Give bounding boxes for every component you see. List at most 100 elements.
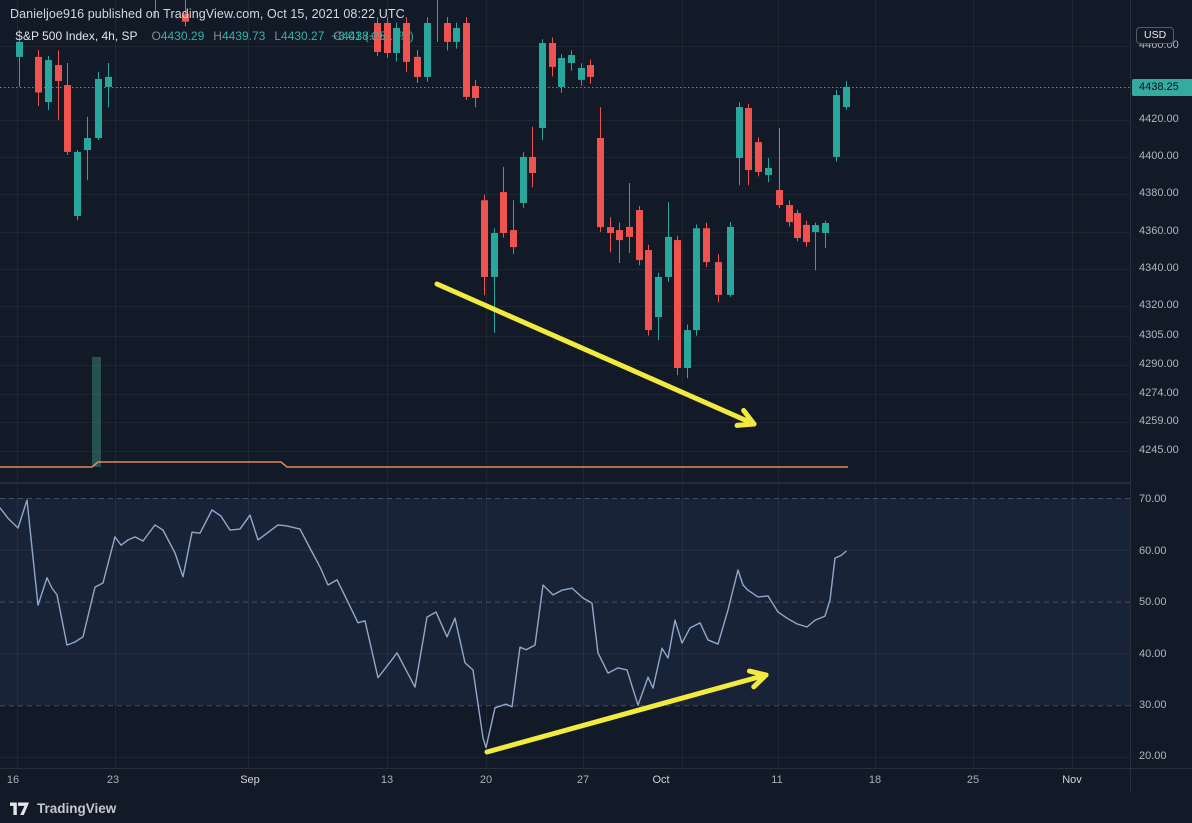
candle-body xyxy=(833,95,840,157)
candle-body xyxy=(715,262,722,295)
currency-badge[interactable]: USD xyxy=(1136,27,1175,44)
rsi-axis-label: 20.00 xyxy=(1139,750,1167,762)
candle xyxy=(444,17,451,51)
ohlc-value: 4430.27 xyxy=(281,29,325,43)
candle xyxy=(472,79,479,108)
price-pane[interactable] xyxy=(0,0,1130,483)
candle xyxy=(95,71,102,141)
candle-body xyxy=(812,225,819,233)
candle-body xyxy=(16,41,23,57)
price-axis-label: 4245.00 xyxy=(1139,444,1179,456)
candle-body xyxy=(822,223,829,234)
time-label: 11 xyxy=(771,774,783,786)
candle xyxy=(463,17,470,101)
candle xyxy=(665,202,672,282)
candle xyxy=(539,39,546,141)
tradingview-wordmark[interactable]: TradingView xyxy=(37,800,117,816)
candle-body xyxy=(655,276,662,318)
candle-body xyxy=(463,23,470,97)
candle xyxy=(626,183,633,254)
price-axis-label: 4259.00 xyxy=(1139,415,1179,427)
candle-body xyxy=(616,230,623,241)
candle-body xyxy=(736,107,743,159)
volume-bar xyxy=(92,357,101,467)
candle xyxy=(55,50,62,121)
time-label: 23 xyxy=(106,774,120,786)
candle xyxy=(16,30,23,87)
candle-body xyxy=(843,86,850,108)
candle xyxy=(414,50,421,84)
candle xyxy=(182,0,189,27)
candle-body xyxy=(645,250,652,331)
candle-body xyxy=(45,60,52,103)
time-axis[interactable]: 16 23 Sep 13 20 27 Oct 11 18 25 Nov xyxy=(0,768,1192,794)
candle xyxy=(597,107,604,232)
candle xyxy=(491,228,498,334)
candle-body xyxy=(481,200,488,277)
time-label: 13 xyxy=(380,774,394,786)
candle xyxy=(786,200,793,227)
candle-body xyxy=(520,156,527,204)
price-axis[interactable]: USD 4460.00 4420.00 4400.00 4380.00 4360.00 4… xyxy=(1130,0,1192,792)
candle xyxy=(803,220,810,247)
candle-body xyxy=(597,138,604,228)
candle-body xyxy=(182,13,189,22)
candle-body xyxy=(84,138,91,151)
candle-body xyxy=(665,236,672,277)
candle xyxy=(655,272,662,341)
price-axis-label: 4360.00 xyxy=(1139,225,1179,237)
arrow-shaft xyxy=(484,672,769,755)
candle xyxy=(74,150,81,221)
chart-legend: S&P 500 Index, 4h, SP O4430.29 H4439.73 L4… xyxy=(15,29,394,43)
candle xyxy=(794,209,801,242)
rsi-line xyxy=(0,499,847,749)
rsi-axis-label: 50.00 xyxy=(1139,596,1167,608)
candle-body xyxy=(607,227,614,234)
candle-body xyxy=(786,205,793,223)
pane-divider[interactable] xyxy=(0,482,1130,484)
candle-body xyxy=(636,210,643,261)
rsi-band xyxy=(0,498,1130,706)
candle xyxy=(155,0,156,19)
ohlc-letter: C xyxy=(333,29,343,43)
candle xyxy=(374,17,381,56)
arrow-shaft xyxy=(434,281,757,427)
candle xyxy=(384,17,391,58)
candle-body xyxy=(765,168,772,176)
candle xyxy=(745,104,752,186)
tradingview-logo-icon[interactable] xyxy=(10,801,30,816)
candle xyxy=(833,90,840,162)
overlay-line xyxy=(0,461,848,468)
candle-body xyxy=(693,228,700,331)
published-header: Danieljoe916 published on TradingView.co… xyxy=(10,7,405,21)
rsi-axis-label: 70.00 xyxy=(1139,493,1167,505)
candle-body xyxy=(64,85,71,152)
candle-body xyxy=(95,78,102,139)
candle-body xyxy=(549,43,556,67)
candle-body xyxy=(403,23,410,62)
candle-body xyxy=(727,226,734,295)
candle-body xyxy=(510,230,517,248)
candle xyxy=(529,126,536,188)
legend-ohlc-values: O4430.29 H4439.73 L4430.27 C4438.25 xyxy=(152,29,395,43)
candle-body xyxy=(444,23,451,42)
candle-body xyxy=(626,226,633,237)
candle-body xyxy=(703,228,710,263)
price-axis-label: 4340.00 xyxy=(1139,262,1179,274)
candle xyxy=(684,324,691,379)
candle xyxy=(520,152,527,208)
time-label: 16 xyxy=(6,774,20,786)
rsi-pane[interactable] xyxy=(0,484,1130,768)
legend-ohlc-pair: O4430.29 xyxy=(152,29,205,43)
legend-ohlc-pair: C4438.25 xyxy=(333,29,385,43)
candle xyxy=(500,166,507,238)
candle xyxy=(437,0,438,42)
candle xyxy=(843,80,850,110)
candle xyxy=(674,235,681,376)
candle-body xyxy=(587,65,594,77)
candle-body xyxy=(500,192,507,234)
candle xyxy=(510,200,517,255)
candle xyxy=(568,50,575,71)
candle xyxy=(645,244,652,336)
candle xyxy=(636,205,643,266)
